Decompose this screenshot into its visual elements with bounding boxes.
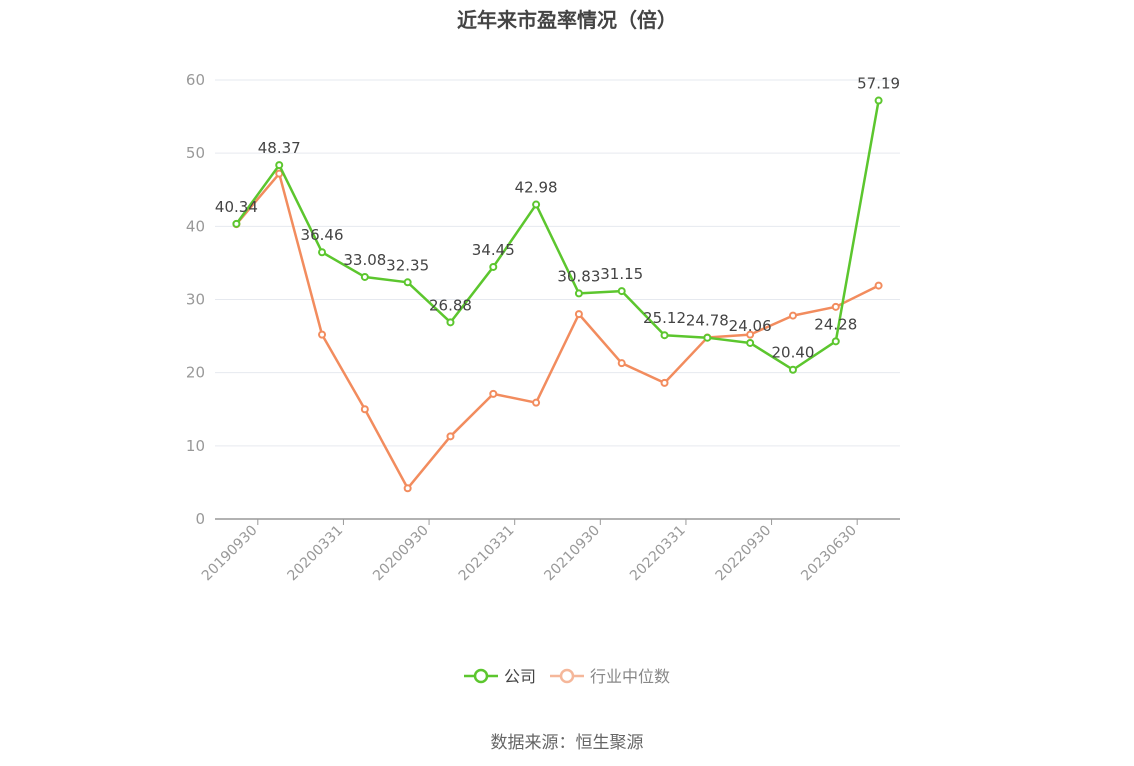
- company-point: [874, 96, 883, 105]
- legend-label: 公司: [504, 667, 536, 686]
- y-tick-label: 10: [186, 437, 205, 455]
- industry-point: [489, 389, 498, 398]
- company-point: [703, 333, 712, 342]
- company-point: [746, 338, 755, 347]
- x-tick-label: 20210930: [541, 523, 603, 585]
- company-data-label: 24.28: [814, 315, 857, 333]
- industry-point: [532, 398, 541, 407]
- x-tick-label: 20220331: [627, 523, 689, 585]
- x-tick-label: 20200930: [370, 523, 432, 585]
- company-data-label: 24.06: [729, 317, 772, 335]
- company-point: [617, 287, 626, 296]
- industry-series-line: [235, 172, 880, 490]
- legend-item-company[interactable]: 公司: [464, 667, 536, 686]
- company-point: [532, 200, 541, 209]
- legend-label: 行业中位数: [590, 667, 670, 686]
- industry-point: [574, 310, 583, 319]
- company-data-label: 24.78: [686, 312, 729, 330]
- company-data-label: 30.83: [557, 267, 600, 285]
- company-data-label: 48.37: [258, 139, 301, 157]
- industry-point: [788, 311, 797, 320]
- data-source-note: 数据来源：恒生聚源: [490, 733, 644, 753]
- company-point: [275, 161, 284, 170]
- company-point: [232, 219, 241, 228]
- company-data-label: 32.35: [386, 256, 429, 274]
- company-data-label: 57.19: [857, 75, 900, 93]
- y-tick-label: 30: [186, 291, 205, 309]
- company-point: [446, 318, 455, 327]
- industry-point: [360, 405, 369, 414]
- y-tick-label: 40: [186, 217, 205, 235]
- legend-marker-icon: [559, 668, 575, 684]
- grid-lines: [215, 79, 900, 447]
- industry-point: [617, 359, 626, 368]
- industry-point: [318, 330, 327, 339]
- x-tick-label: 20220930: [713, 523, 775, 585]
- chart-title: 近年来市盈率情况（倍）: [457, 8, 677, 32]
- company-data-label: 36.46: [301, 226, 344, 244]
- legend-item-industry[interactable]: 行业中位数: [550, 667, 670, 686]
- company-point: [788, 365, 797, 374]
- x-tick-label: 20210331: [456, 523, 518, 585]
- industry-point: [746, 330, 755, 339]
- y-tick-label: 60: [186, 71, 205, 89]
- legend-marker-icon: [473, 668, 489, 684]
- x-axis: 20190930 20200331 20200930 20210331 20210930…: [199, 518, 900, 585]
- company-point: [489, 262, 498, 271]
- industry-point: [831, 302, 840, 311]
- company-point: [403, 278, 412, 287]
- x-tick-label: 20190930: [199, 523, 261, 585]
- x-tick-label: 20200331: [285, 523, 347, 585]
- y-tick-label: 20: [186, 364, 205, 382]
- x-tick-label: 20230630: [798, 523, 860, 585]
- company-point: [660, 331, 669, 340]
- series-group: [232, 96, 883, 493]
- y-axis: 0 10 20 30 40 50 60: [186, 71, 205, 528]
- company-data-label: 31.15: [600, 265, 643, 283]
- company-point: [574, 289, 583, 298]
- industry-point: [874, 281, 883, 290]
- y-tick-label: 50: [186, 144, 205, 162]
- company-data-label: 26.88: [429, 296, 472, 314]
- company-point: [360, 272, 369, 281]
- industry-point: [403, 484, 412, 493]
- data-labels: 40.34 48.37 36.46 33.08 32.35 26.88 34.45 42.98…: [215, 75, 900, 362]
- company-series-line: [235, 100, 880, 371]
- company-point: [318, 248, 327, 257]
- legend[interactable]: 公司 行业中位数: [464, 667, 670, 686]
- industry-point: [660, 378, 669, 387]
- company-data-label: 33.08: [343, 251, 386, 269]
- y-tick-label: 0: [195, 510, 205, 528]
- company-data-label: 25.12: [643, 309, 686, 327]
- company-point: [831, 337, 840, 346]
- company-data-label: 42.98: [515, 179, 558, 197]
- company-data-label: 34.45: [472, 241, 515, 259]
- industry-point: [446, 432, 455, 441]
- company-data-label: 40.34: [215, 198, 258, 216]
- company-data-label: 20.40: [771, 344, 814, 362]
